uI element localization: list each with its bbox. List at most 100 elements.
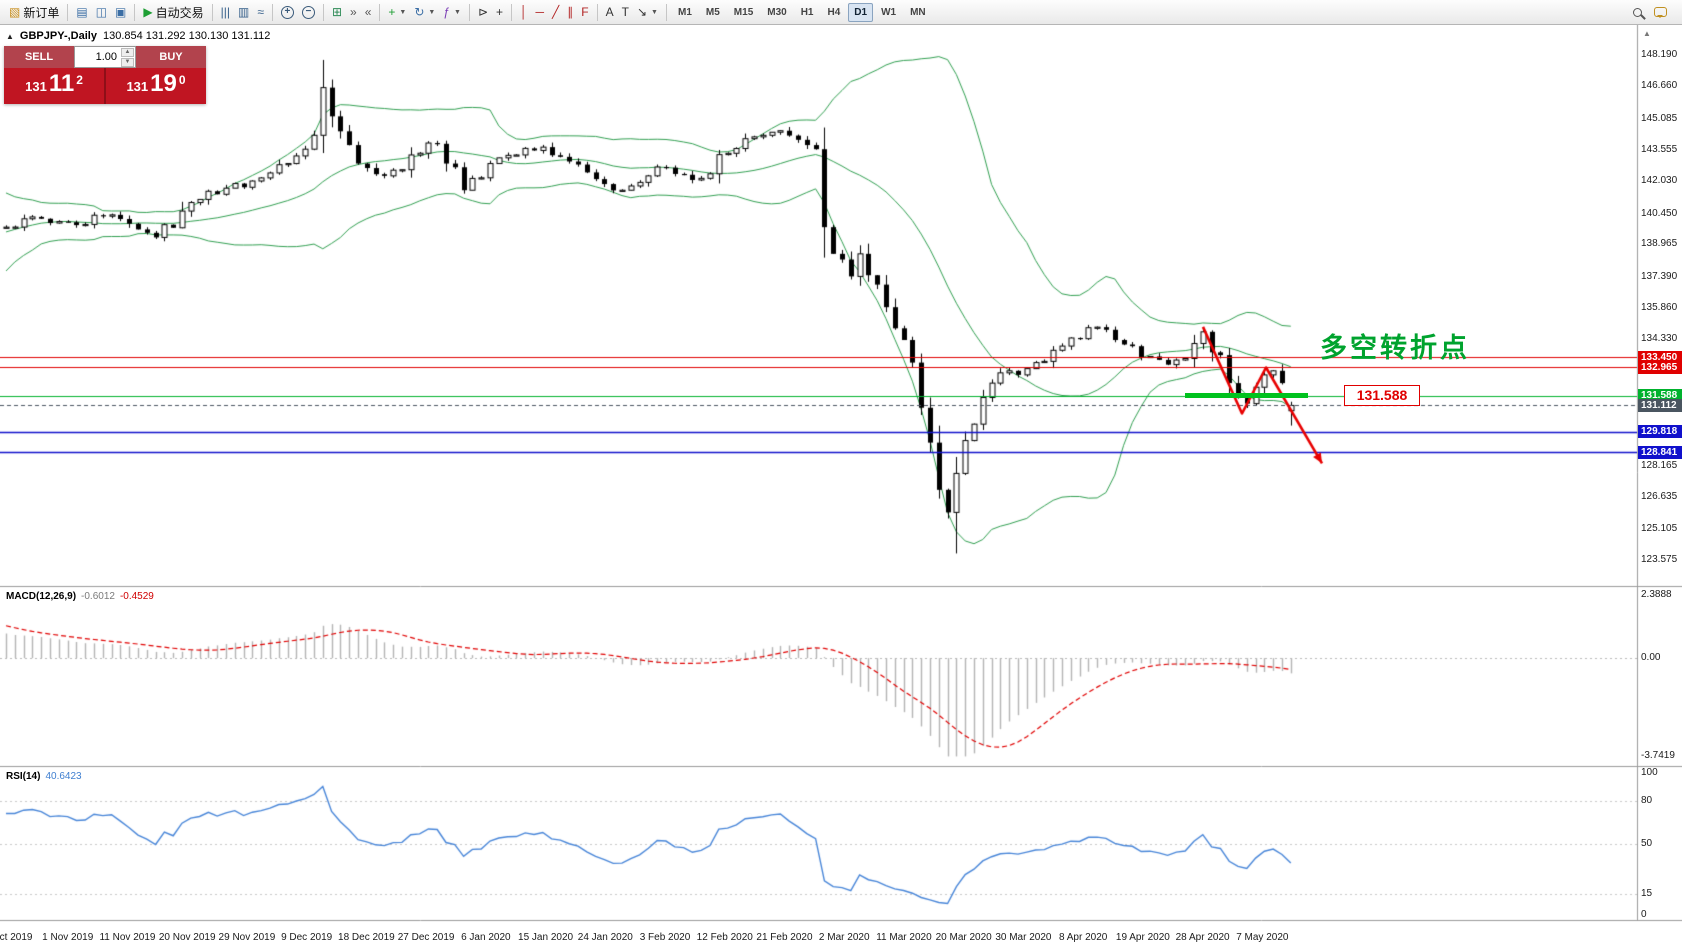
bar-chart-button[interactable]: ||| [217,2,234,23]
fibonacci-button[interactable]: F [577,2,592,23]
line-chart-button[interactable]: ≈ [253,2,268,23]
text-label-button[interactable]: T [618,2,633,23]
rsi-indicator-label: RSI(14) 40.6423 [6,771,82,782]
oneclick-toggle-icon[interactable]: ▲ [6,31,14,41]
chart-symbol-label: GBPJPY-,Daily [19,30,97,42]
date-axis-label: 11 Nov 2019 [99,932,156,943]
macd-signal-value: -0.4529 [119,591,154,602]
date-axis-label: 30 Mar 2020 [995,932,1052,943]
terminal-button[interactable]: ▣ [111,2,130,23]
price-tag-133.450: 133.450 [1638,350,1682,364]
text-label-icon: T [621,4,629,19]
toolbar-separator [468,3,470,21]
indicators-button[interactable]: ƒ ▼ [439,2,465,23]
macd-axis-tick: 0.00 [1641,652,1661,664]
crosshair-button[interactable]: + [492,2,507,23]
dropdown-caret-icon: ▼ [651,8,658,16]
new-order-button[interactable]: ▧ 新订单 [5,2,63,23]
price-axis-tick: 135.860 [1641,302,1678,313]
timeframe-m5-button[interactable]: M5 [705,6,720,18]
data-window-icon: ◫ [95,4,108,19]
zoom-in-button[interactable]: + [277,2,298,23]
buy-price-button[interactable]: 131 19 0 [106,68,206,104]
support-highlight-line[interactable] [1185,393,1308,399]
date-axis-label: 12 Feb 2020 [696,932,753,943]
market-watch-button[interactable]: ▤ [72,2,91,23]
price-tag-131.112: 131.112 [1638,398,1682,412]
channel-button[interactable]: ∥ [563,2,577,23]
trendline-button[interactable]: ╱ [548,2,563,23]
zoom-out-icon: − [301,5,315,19]
price-tag-132.965: 132.965 [1638,360,1682,374]
horizontal-line-button[interactable]: ─ [532,2,549,23]
candlestick-chart-button[interactable]: ▥ [234,2,253,23]
date-axis-label: 21 Feb 2020 [756,932,813,943]
sell-button[interactable]: SELL [4,46,74,68]
rsi-axis-tick: 0 [1641,909,1647,920]
timeframe-h1-button[interactable]: H1 [800,6,814,18]
auto-trading-button[interactable]: ▶ 自动交易 [139,2,207,23]
community-chat-button[interactable] [1654,7,1667,18]
tile-windows-button[interactable]: ⊞ [328,2,346,23]
vertical-line-button[interactable]: │ [516,2,532,23]
arrows-button[interactable]: ↘ ▼ [633,2,662,23]
price-tag-128.841: 128.841 [1638,445,1682,459]
cursor-button[interactable]: ⊳ [474,2,492,23]
auto-scroll-button[interactable]: » [346,2,361,23]
chart-ohlc-values: 130.854 131.292 130.130 131.112 [102,30,271,42]
timeframe-m15-button[interactable]: M15 [733,6,754,18]
timeframe-mn-button[interactable]: MN [910,6,926,18]
toolbar-right-icons [1633,7,1677,18]
trendline-icon: ╱ [552,4,560,19]
price-axis-tick: 123.575 [1641,554,1678,566]
new-order-label: 新订单 [23,5,60,20]
data-window-button[interactable]: ◫ [92,2,111,23]
channel-icon: ∥ [567,4,574,19]
tile-windows-icon: ⊞ [331,4,342,19]
volume-spinner: ▲ ▼ [121,48,134,67]
buy-button[interactable]: BUY [136,46,206,68]
chart-title: ▲ GBPJPY-,Daily 130.854 131.292 130.130 … [6,30,270,42]
timeframe-d1-button[interactable]: D1 [848,2,874,22]
price-chart-canvas[interactable] [0,25,1682,950]
toolbar-separator [271,3,273,21]
volume-down-icon[interactable]: ▼ [121,58,134,67]
volume-up-icon[interactable]: ▲ [121,48,134,57]
toolbar-separator [379,3,381,21]
price-axis-tick: 140.450 [1641,207,1678,219]
line-chart-icon: ≈ [257,4,264,19]
chart-scroll-up-icon[interactable]: ▲ [1643,29,1651,38]
date-axis-label: 29 Nov 2019 [218,932,276,943]
date-axis-label: 3 Feb 2020 [639,932,691,943]
chart-window: ▲ GBPJPY-,Daily 130.854 131.292 130.130 … [0,25,1682,950]
timeframe-h4-button[interactable]: H4 [827,6,841,18]
new-chart-icon: + [388,4,396,19]
date-axis-label: 6 Jan 2020 [461,932,511,943]
auto-scroll-icon: » [350,4,357,19]
volume-input[interactable] [75,51,119,63]
timeframe-m30-button[interactable]: M30 [767,6,787,18]
zoom-out-button[interactable]: − [298,2,319,23]
indicators-icon: ƒ [443,4,451,19]
price-axis-tick: 126.635 [1641,491,1678,503]
chart-shift-icon: « [364,4,372,19]
timeframe-m1-button[interactable]: M1 [677,6,692,18]
toolbar-separator [511,3,513,21]
macd-name: MACD(12,26,9) [6,591,77,602]
timeframe-w1-button[interactable]: W1 [881,6,897,18]
chart-shift-button[interactable]: « [361,2,376,23]
fibonacci-icon: F [581,4,589,19]
date-axis-label: 2 Mar 2020 [818,932,870,943]
date-axis-label: 11 Mar 2020 [876,932,932,943]
profiles-button[interactable]: ↻ ▼ [410,2,439,23]
search-button[interactable] [1633,7,1642,17]
text-button[interactable]: A [602,2,618,23]
price-axis-tick: 128.165 [1641,459,1678,471]
text-icon: A [605,4,614,19]
new-chart-button[interactable]: + ▼ [384,2,410,23]
bid-pips: 11 [48,70,75,97]
toolbar-separator [134,3,136,21]
sell-price-button[interactable]: 131 11 2 [4,68,104,104]
rsi-axis-tick: 50 [1641,838,1653,849]
